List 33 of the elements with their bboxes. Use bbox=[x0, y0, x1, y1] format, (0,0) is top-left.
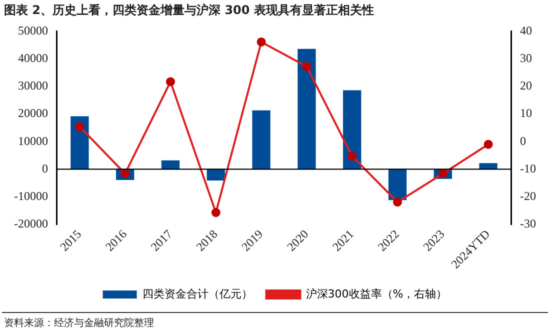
point bbox=[393, 198, 402, 207]
point bbox=[438, 169, 448, 178]
y2-tick-label: 0 bbox=[520, 134, 526, 148]
y2-tick-label: -20 bbox=[520, 188, 536, 203]
y-tick-label: 10000 bbox=[18, 134, 48, 148]
point bbox=[348, 152, 357, 161]
y2-tick-label: -10 bbox=[520, 161, 536, 176]
point bbox=[302, 62, 312, 72]
y2-tick-label: 10 bbox=[520, 106, 532, 120]
legend-label: 四类资金合计（亿元） bbox=[142, 287, 252, 300]
point bbox=[484, 140, 493, 149]
y2-tick-label: 30 bbox=[520, 50, 532, 65]
point bbox=[211, 208, 220, 218]
bar bbox=[298, 48, 316, 170]
y2-tick-label: -30 bbox=[520, 216, 536, 231]
bar bbox=[161, 160, 180, 170]
bar bbox=[343, 90, 362, 170]
y-tick-label: 40000 bbox=[18, 50, 48, 65]
y-tick-label: 50000 bbox=[18, 23, 48, 38]
point bbox=[75, 122, 84, 132]
chart-title: 图表 2、历史上看，四类资金增量与沪深 300 表现具有显著正相关性 bbox=[4, 2, 374, 19]
y-tick-label: 30000 bbox=[18, 78, 48, 93]
y2-tick-label: 20 bbox=[520, 78, 532, 93]
y-tick-label: 0 bbox=[42, 161, 48, 176]
y2-tick-label: 40 bbox=[520, 23, 532, 38]
y-tick-label: -10000 bbox=[14, 188, 48, 203]
point bbox=[166, 77, 175, 86]
y-tick-label: -20000 bbox=[14, 216, 48, 231]
bar bbox=[252, 110, 270, 170]
legend-label: 沪深300收益率（%，右轴） bbox=[306, 287, 448, 300]
text: 资料来源：经济与金融研究院整理 bbox=[4, 316, 154, 330]
point bbox=[256, 37, 266, 46]
y-tick-label: 20000 bbox=[18, 106, 48, 120]
